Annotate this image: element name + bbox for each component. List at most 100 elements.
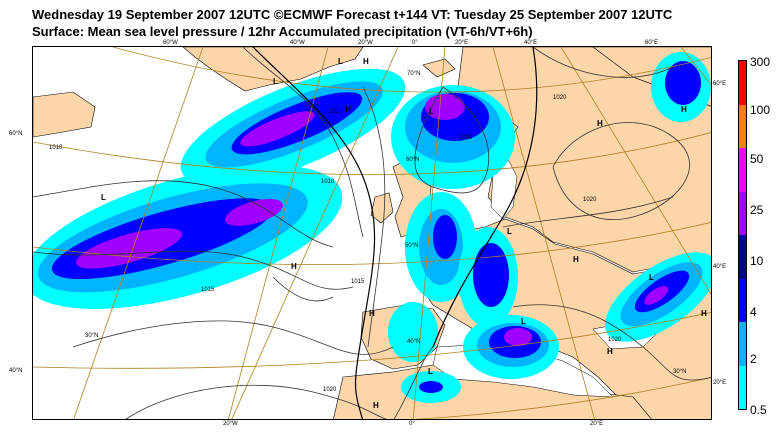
high-pressure-marker: H <box>573 255 579 264</box>
lat-label: 50°N <box>405 243 419 249</box>
bottom-lon-label: 20°W <box>223 421 238 427</box>
low-pressure-marker: L <box>428 367 433 376</box>
isobar-label: 1020 <box>583 197 597 203</box>
low-pressure-marker: L <box>507 227 512 236</box>
legend-label: 50 <box>750 152 764 166</box>
legend-label: 10 <box>750 254 764 268</box>
high-pressure-marker: H <box>701 309 707 318</box>
band-north <box>180 68 406 186</box>
isobar <box>125 384 387 419</box>
left-lat-label: 40°N <box>9 368 23 374</box>
lat-40n <box>33 312 711 369</box>
isobar-1015-bold <box>252 47 538 419</box>
isobar <box>414 86 490 194</box>
isobar <box>272 276 334 302</box>
color-bar-segment <box>739 61 746 105</box>
lon-0 <box>412 47 446 419</box>
north-africa-precip <box>419 381 443 393</box>
legend-label: 2 <box>750 352 757 366</box>
isobar-label: 1010 <box>329 109 343 115</box>
color-bar-segment <box>739 235 746 279</box>
lon-20w <box>231 47 399 419</box>
norwegian-sea-system <box>391 85 515 189</box>
central-europe-system <box>458 227 518 327</box>
high-pressure-marker: H <box>345 105 351 114</box>
lat-label: 30°N <box>85 333 99 339</box>
low-pressure-marker: L <box>338 57 343 66</box>
isobar-label: 1000 <box>459 135 473 141</box>
legend-label: 4 <box>750 305 757 319</box>
isobar-label: 1010 <box>321 179 335 185</box>
left-lat-label: 60°N <box>9 131 23 137</box>
legend-label: 100 <box>750 103 771 117</box>
high-pressure-marker: H <box>373 401 379 410</box>
precip-25mm <box>224 199 283 226</box>
ireland <box>370 192 394 224</box>
forecast-map: 70°N 60°N 50°N 40°N 30°N 30°N 1010 1010 … <box>32 46 712 420</box>
color-bar-segment <box>739 148 746 192</box>
title-line-1: Wednesday 19 September 2007 12UTC ©ECMWF… <box>32 7 673 22</box>
isobar <box>72 320 394 355</box>
lat-label: 70°N <box>407 71 421 77</box>
top-lon-label: 60°E <box>645 40 659 46</box>
isobar-label: 1010 <box>49 145 63 151</box>
top-lon-label: 60°W <box>163 40 178 46</box>
isobar-label: 1020 <box>323 387 337 393</box>
lon-60w <box>73 47 204 419</box>
right-lon-label: 60°E <box>713 81 727 87</box>
high-pressure-marker: H <box>597 119 603 128</box>
color-bar-segment <box>739 365 746 409</box>
isobars <box>33 47 711 419</box>
top-lon-label: 40°W <box>290 40 305 46</box>
isobar <box>362 86 386 348</box>
isobar <box>532 47 674 78</box>
isobar <box>512 304 711 381</box>
title-line-2: Surface: Mean sea level pressure / 12hr … <box>32 24 533 39</box>
top-lon-label: 20°W <box>358 40 373 46</box>
top-lon-label: 20°E <box>455 40 469 46</box>
northeast-system <box>651 52 711 122</box>
bottom-lon-label: 20°E <box>590 421 604 427</box>
high-pressure-marker: H <box>681 105 687 114</box>
lat-30n <box>415 377 711 419</box>
legend-label: 25 <box>750 203 764 217</box>
right-lon-label: 40°E <box>713 264 727 270</box>
isobar <box>393 346 434 419</box>
top-lon-label: 0° <box>412 40 418 46</box>
high-pressure-marker: H <box>363 57 369 66</box>
precipitation-color-bar <box>738 60 747 410</box>
low-pressure-marker: L <box>101 193 106 202</box>
lat-70n <box>112 47 711 93</box>
eastern-system <box>605 252 711 342</box>
greenland <box>182 47 364 92</box>
map-canvas <box>33 47 711 419</box>
isobar <box>242 47 364 238</box>
legend-label: 0.5 <box>750 403 767 417</box>
lat-60n <box>33 132 711 176</box>
lat-label: 40°N <box>407 339 421 345</box>
lon-60e <box>680 47 711 86</box>
iberia-coast-precip <box>388 302 438 362</box>
mediterranean-system <box>463 315 559 379</box>
lon-40e <box>560 47 711 295</box>
isobar-label: 1020 <box>608 337 622 343</box>
lat-50n <box>33 222 711 265</box>
legend-label: 300 <box>750 55 771 69</box>
isobar <box>552 122 690 220</box>
isobar <box>33 250 354 290</box>
lat-label: 60°N <box>406 157 420 163</box>
color-bar-segment <box>739 104 746 148</box>
color-bar-segment <box>739 322 746 366</box>
low-pressure-marker: L <box>649 273 654 282</box>
low-pressure-marker: L <box>521 317 526 326</box>
right-lon-label: 20°E <box>713 380 727 386</box>
high-pressure-marker: H <box>607 347 613 356</box>
lon-40w <box>228 47 329 419</box>
precip-25mm <box>76 228 183 269</box>
newfoundland <box>33 91 96 138</box>
low-pressure-marker: L <box>429 107 434 116</box>
color-bar-segment <box>739 191 746 235</box>
top-lon-label: 40°E <box>524 40 538 46</box>
high-pressure-marker: H <box>369 309 375 318</box>
bottom-lon-label: 0° <box>409 421 415 427</box>
